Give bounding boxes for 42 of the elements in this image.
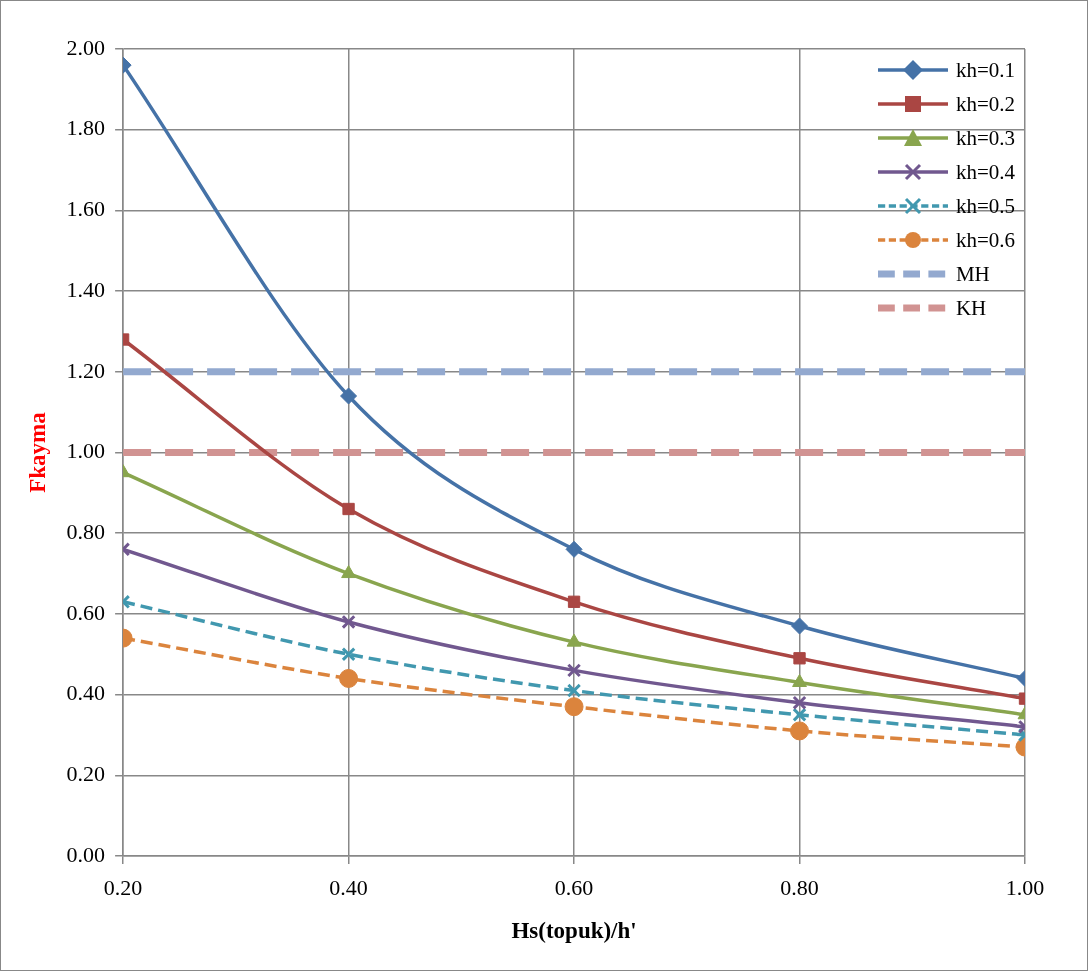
point xyxy=(792,695,807,710)
point xyxy=(793,652,806,665)
y-tick-label: 1.20 xyxy=(66,357,106,383)
x-tick-label: 0.20 xyxy=(103,874,143,900)
legend-label: MH xyxy=(955,261,990,288)
y-tick-label: 0.60 xyxy=(66,599,106,625)
y-tick-label: 0.80 xyxy=(66,518,106,544)
x-tick-label: 0.60 xyxy=(554,874,594,900)
point xyxy=(566,683,582,698)
legend-label: kh=0.6 xyxy=(955,227,1015,254)
point xyxy=(342,502,355,516)
point xyxy=(792,707,807,722)
x-axis-title: Hs(topuk)/h' xyxy=(511,918,637,944)
x-tick-label: 0.40 xyxy=(329,874,368,900)
point xyxy=(341,565,356,579)
point xyxy=(567,595,581,608)
x-tick-label: 0.80 xyxy=(780,874,819,900)
x-tick-label: 1.00 xyxy=(1005,874,1045,900)
point xyxy=(564,697,584,717)
point xyxy=(566,633,582,647)
point xyxy=(566,663,582,678)
legend-label: kh=0.5 xyxy=(955,193,1015,220)
y-tick-label: 0.20 xyxy=(66,761,106,787)
legend-label: kh=0.2 xyxy=(955,91,1015,118)
point xyxy=(565,540,583,558)
y-tick-label: 1.00 xyxy=(66,438,106,464)
y-tick-label: 1.80 xyxy=(66,115,106,141)
y-tick-label: 2.00 xyxy=(66,34,106,60)
point xyxy=(339,668,359,688)
y-tick-label: 1.60 xyxy=(66,196,106,222)
legend-label: kh=0.4 xyxy=(955,159,1015,186)
point xyxy=(341,614,356,630)
y-tick-label: 1.40 xyxy=(66,276,106,302)
y-tick-label: 0.00 xyxy=(66,841,106,867)
legend-label: kh=0.1 xyxy=(955,57,1015,84)
legend-label: kh=0.3 xyxy=(955,125,1015,152)
point xyxy=(340,387,358,405)
y-tick-label: 0.40 xyxy=(66,680,106,706)
point xyxy=(341,647,356,662)
legend-label: KH xyxy=(955,295,987,322)
y-axis-title: Fkayma xyxy=(24,411,50,493)
point xyxy=(792,674,807,687)
